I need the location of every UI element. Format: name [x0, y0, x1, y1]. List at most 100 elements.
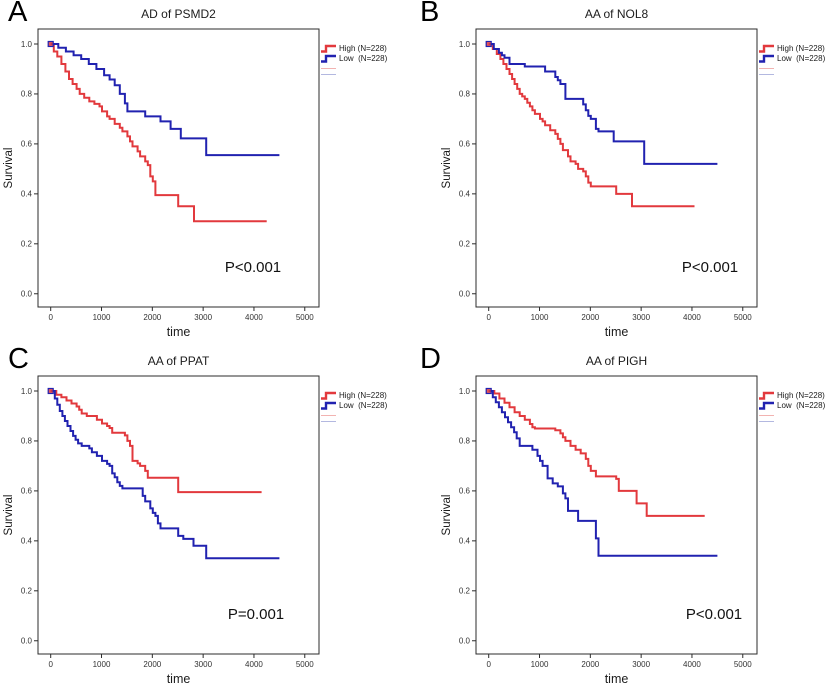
- x-tick-label: 2000: [581, 313, 599, 322]
- x-axis-label: time: [605, 672, 629, 686]
- y-axis-label: Survival: [3, 148, 15, 189]
- p-value: P=0.001: [228, 606, 284, 623]
- legend-label-high: High (N=228): [339, 44, 387, 53]
- x-tick-label: 4000: [245, 660, 263, 669]
- low-censored-line-icon: [759, 74, 774, 75]
- legend-label-high: High (N=228): [777, 44, 825, 53]
- low-censored-line-icon: [321, 74, 336, 75]
- high-series-line-icon: [759, 44, 774, 53]
- y-tick-label: 0.0: [21, 290, 33, 299]
- y-tick-label: 0.8: [21, 437, 33, 446]
- legend: High (N=228) Low (N=228): [321, 44, 412, 75]
- high-censored-line-icon: [321, 68, 336, 69]
- x-tick-label: 0: [486, 660, 491, 669]
- x-tick-label: 5000: [296, 660, 314, 669]
- legend: High (N=228) Low (N=228): [759, 391, 825, 422]
- legend-item-high: High (N=228): [321, 44, 412, 53]
- panel-title: AA of PPAT: [148, 354, 210, 368]
- high-censored-line-icon: [759, 415, 774, 416]
- legend-item-high: High (N=228): [321, 391, 412, 400]
- low-series-line-icon: [321, 54, 336, 63]
- high-survival-curve: [50, 43, 267, 223]
- panel-letter: B: [420, 0, 440, 28]
- x-tick-label: 1000: [93, 660, 111, 669]
- high-survival-curve: [488, 390, 705, 517]
- x-axis-label: time: [167, 672, 191, 686]
- y-tick-label: 0.4: [21, 190, 33, 199]
- p-value: P<0.001: [225, 259, 281, 276]
- legend-label-low: Low (N=228): [339, 401, 388, 410]
- y-tick-label: 0.8: [459, 90, 471, 99]
- y-tick-label: 1.0: [21, 387, 33, 396]
- x-tick-label: 0: [486, 313, 491, 322]
- high-survival-curve: [488, 43, 695, 208]
- y-tick-label: 1.0: [21, 40, 33, 49]
- panel-title: AA of PIGH: [586, 354, 647, 368]
- y-tick-label: 0.0: [459, 290, 471, 299]
- low-series-line-icon: [321, 401, 336, 410]
- y-tick-label: 0.2: [459, 587, 471, 596]
- y-tick-label: 0.8: [21, 90, 33, 99]
- legend-label-high: High (N=228): [339, 391, 387, 400]
- y-tick-label: 0.2: [459, 240, 471, 249]
- high-censored-line-icon: [321, 415, 336, 416]
- low-survival-curve: [50, 390, 280, 560]
- panel-letter: C: [8, 347, 30, 375]
- panel-letter: A: [8, 0, 28, 28]
- legend-label-high: High (N=228): [777, 391, 825, 400]
- legend-item-high: High (N=228): [759, 44, 825, 53]
- x-tick-label: 4000: [245, 313, 263, 322]
- legend-label-low: Low (N=228): [339, 54, 388, 63]
- x-tick-label: 0: [48, 313, 53, 322]
- legend-item-low: Low (N=228): [759, 54, 825, 63]
- x-tick-label: 1000: [531, 313, 549, 322]
- x-tick-label: 3000: [194, 660, 212, 669]
- y-tick-label: 0.6: [459, 140, 471, 149]
- x-axis-label: time: [605, 325, 629, 339]
- y-tick-label: 0.0: [459, 637, 471, 646]
- y-tick-label: 0.2: [21, 240, 33, 249]
- start-censor-marker: [485, 40, 492, 48]
- panel-title: AD of PSMD2: [141, 7, 216, 21]
- legend: High (N=228) Low (N=228): [759, 44, 825, 75]
- x-tick-label: 3000: [194, 313, 212, 322]
- y-tick-label: 0.4: [459, 537, 471, 546]
- y-tick-label: 0.8: [459, 437, 471, 446]
- x-tick-label: 4000: [683, 313, 701, 322]
- high-series-line-icon: [321, 44, 336, 53]
- low-series-line-icon: [759, 401, 774, 410]
- panel-a: A AD of PSMD2 time Survival P<0.001 0 100…: [0, 0, 412, 347]
- km-plot: AA of PIGH time Survival P<0.001 0 1000 20…: [441, 354, 758, 686]
- legend-item-low: Low (N=228): [321, 54, 412, 63]
- x-tick-label: 1000: [531, 660, 549, 669]
- y-tick-label: 0.6: [21, 487, 33, 496]
- start-censor-marker: [47, 387, 54, 395]
- x-tick-label: 3000: [632, 660, 650, 669]
- x-tick-label: 4000: [683, 660, 701, 669]
- plot-box: [37, 375, 320, 655]
- y-tick-label: 0.4: [21, 537, 33, 546]
- low-survival-curve: [488, 390, 718, 557]
- legend: High (N=228) Low (N=228): [321, 391, 412, 422]
- x-tick-label: 0: [48, 660, 53, 669]
- y-axis-label: Survival: [441, 148, 453, 189]
- p-value: P<0.001: [682, 259, 738, 276]
- high-series-line-icon: [321, 391, 336, 400]
- y-tick-label: 1.0: [459, 40, 471, 49]
- panel-letter: D: [420, 347, 442, 375]
- high-series-line-icon: [759, 391, 774, 400]
- legend-item-low: Low (N=228): [321, 401, 412, 410]
- low-series-line-icon: [759, 54, 774, 63]
- x-tick-label: 2000: [581, 660, 599, 669]
- x-axis-label: time: [167, 325, 191, 339]
- high-censored-line-icon: [759, 68, 774, 69]
- start-censor-marker: [485, 387, 492, 395]
- legend-label-low: Low (N=228): [777, 54, 825, 63]
- panel-b: B AA of NOL8 time Survival P<0.001 0 1000…: [412, 0, 825, 347]
- low-survival-curve: [488, 43, 718, 165]
- km-plot: AA of PPAT time Survival P=0.001 0 1000 20…: [3, 354, 320, 686]
- p-value: P<0.001: [686, 606, 742, 623]
- panel-d: D AA of PIGH time Survival P<0.001 0 1000…: [412, 347, 825, 695]
- x-tick-label: 5000: [734, 313, 752, 322]
